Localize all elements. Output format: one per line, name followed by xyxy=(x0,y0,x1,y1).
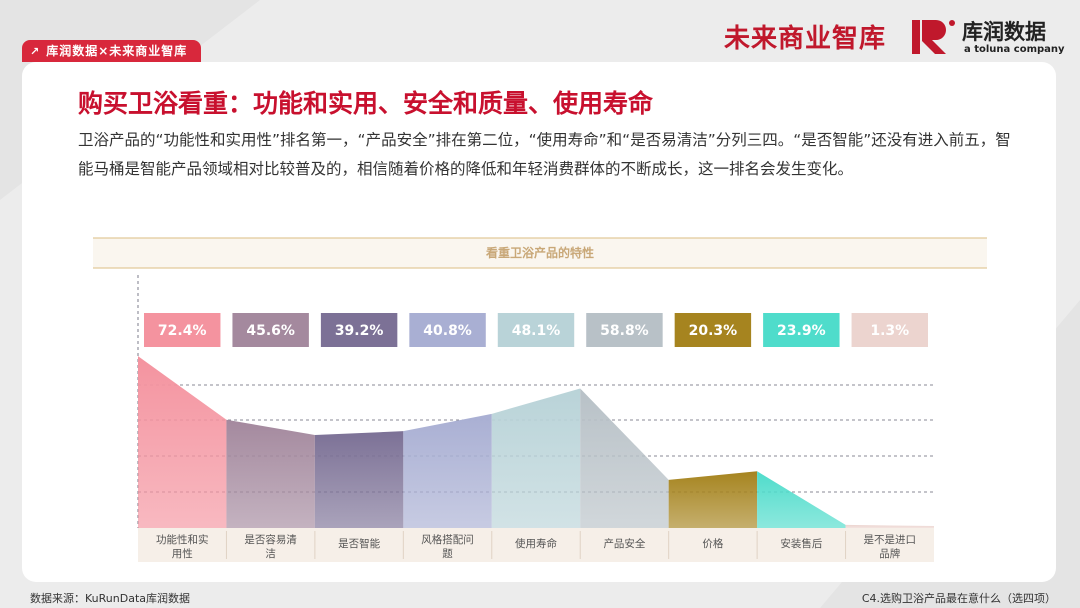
kurun-logo-icon xyxy=(912,20,955,54)
value-label-box xyxy=(497,313,575,347)
category-label: 品牌 xyxy=(879,547,900,560)
category-label: 功能性和实 xyxy=(156,533,209,546)
category-label: 是否智能 xyxy=(338,537,380,550)
category-label: 安装售后 xyxy=(780,537,822,550)
area-segment xyxy=(845,524,934,528)
value-label: 72.4% xyxy=(158,323,207,339)
category-label: 价格 xyxy=(702,537,723,550)
value-label-box xyxy=(851,313,928,347)
value-label: 20.3% xyxy=(689,323,738,339)
source-tag: ↗ 库润数据×未来商业智库 xyxy=(22,40,202,62)
chart-title: 看重卫浴产品的特性 xyxy=(486,245,594,260)
value-label: 45.6% xyxy=(246,323,295,339)
logo-future-business: 未来商业智库 xyxy=(724,24,887,54)
value-label: 23.9% xyxy=(777,323,826,339)
source-tag-label: 库润数据×未来商业智库 xyxy=(46,44,188,58)
area-segment xyxy=(138,356,227,528)
category-label: 洁 xyxy=(265,547,276,560)
logo-brand: 库润数据 xyxy=(962,20,1046,44)
arrow-icon: ↗ xyxy=(30,45,41,58)
value-label-box xyxy=(763,313,840,347)
value-label: 39.2% xyxy=(335,323,384,339)
category-label: 使用寿命 xyxy=(515,537,557,550)
category-label: 产品安全 xyxy=(603,537,645,550)
area-segment xyxy=(403,413,492,528)
area-segment xyxy=(314,431,404,528)
value-label: 48.1% xyxy=(512,323,561,339)
category-label: 用性 xyxy=(172,547,193,560)
value-label-box xyxy=(586,313,663,347)
area-segment xyxy=(491,388,581,528)
value-label-box xyxy=(144,313,221,347)
footer-source: 数据来源：KuRunData库润数据 xyxy=(30,592,190,605)
page-title: 购买卫浴看重：功能和实用、安全和质量、使用寿命 xyxy=(78,89,654,118)
area-segment xyxy=(580,388,669,528)
value-label-box xyxy=(409,313,486,347)
chart-title-bar xyxy=(93,238,987,268)
category-label: 是否容易清 xyxy=(244,533,297,546)
footer-question: C4.选购卫浴产品最在意什么（选四项） xyxy=(861,592,1056,605)
category-label: 是不是进口 xyxy=(864,534,917,546)
value-label-box xyxy=(320,313,398,347)
area-segment xyxy=(226,419,315,528)
value-label-box xyxy=(232,313,309,347)
value-label: 58.8% xyxy=(600,323,649,339)
category-band xyxy=(138,528,934,562)
page-description: 卫浴产品的“功能性和实用性”排名第一，“产品安全”排在第二位，“使用寿命”和“是… xyxy=(78,131,1011,178)
value-label-box xyxy=(674,313,752,347)
category-label: 题 xyxy=(442,548,453,560)
logo-subtitle: a toluna company xyxy=(964,44,1065,55)
area-segment xyxy=(668,471,758,528)
value-label: 1.3% xyxy=(870,323,909,339)
area-segment xyxy=(757,471,846,528)
value-label: 40.8% xyxy=(423,323,472,339)
category-label: 风格搭配问 xyxy=(421,533,474,546)
